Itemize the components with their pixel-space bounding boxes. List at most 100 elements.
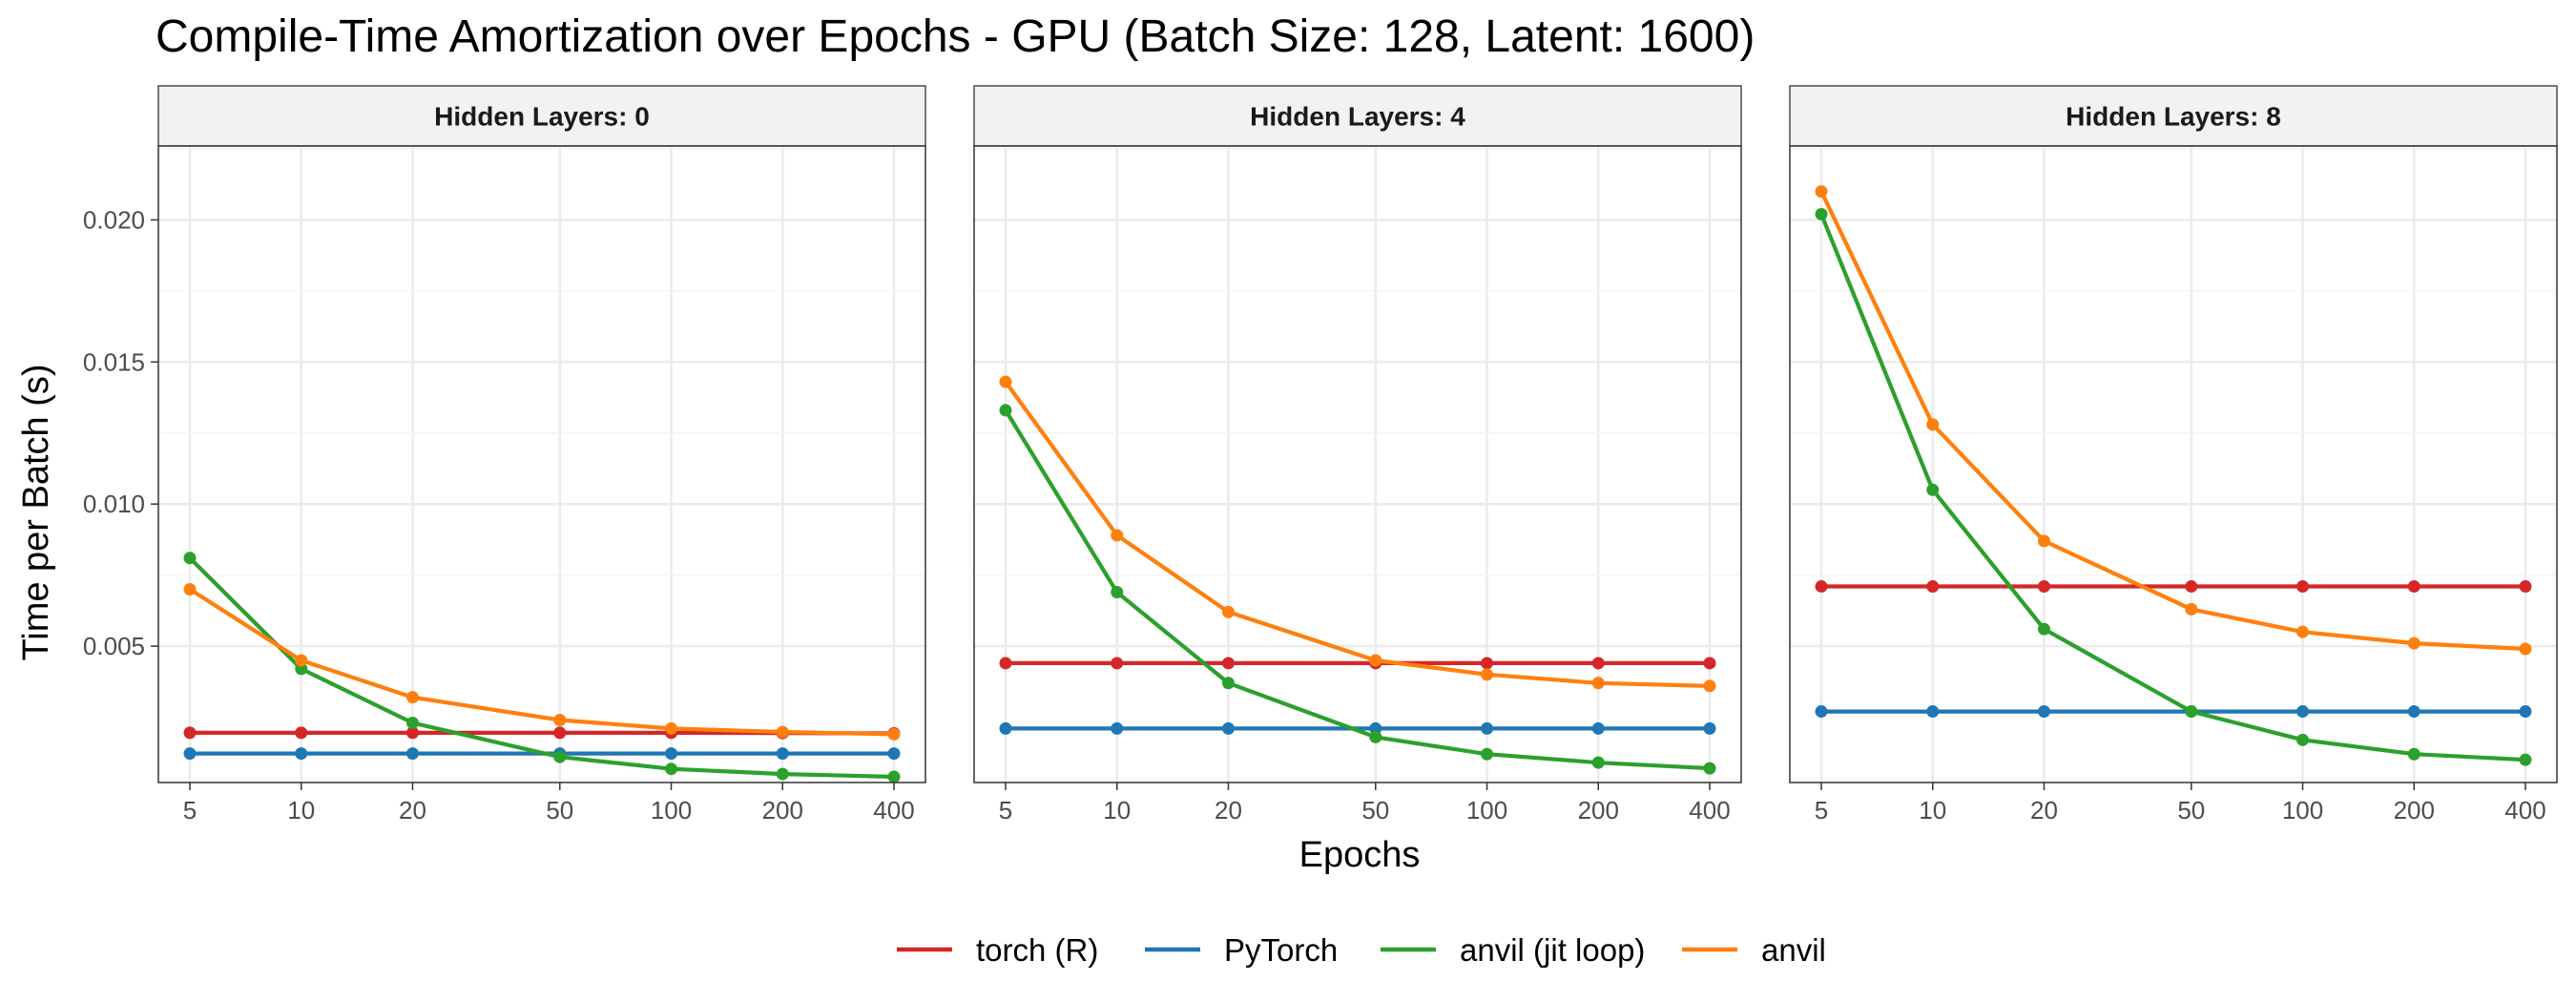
x-tick-label: 200 [1578,796,1619,825]
facet-strip-label: Hidden Layers: 0 [434,102,650,132]
y-axis-title: Time per Batch (s) [16,364,56,660]
data-point-pytorch [1703,721,1716,735]
data-point-pytorch [2296,705,2310,719]
data-point-anvil-jit-loop [1815,207,1828,220]
data-point-anvil-jit-loop [1369,730,1382,743]
data-point-anvil [2519,642,2532,656]
data-point-torch-r [1481,657,1494,670]
data-point-pytorch [1926,705,1940,719]
x-tick-label: 20 [1215,796,1242,825]
data-point-pytorch [2037,705,2050,719]
data-point-anvil-jit-loop [553,750,567,763]
facet-strip [1789,85,2558,147]
data-point-torch-r [2296,580,2310,594]
data-point-torch-r [183,726,197,740]
data-point-anvil-jit-loop [1481,747,1494,761]
legend-label-torch-r: torch (R) [976,932,1098,968]
y-tick-label: 0.010 [83,490,145,518]
x-tick-label: 50 [2177,796,2205,825]
plot-background [1790,146,2557,783]
x-tick-label: 100 [651,796,692,825]
data-point-anvil-jit-loop [2185,705,2198,719]
legend-item-pytorch: PyTorch [1145,932,1338,968]
data-point-anvil [295,654,308,667]
x-axis-title: Epochs [1299,835,1421,875]
data-point-torch-r [2185,580,2198,594]
data-point-anvil [776,725,789,739]
data-point-pytorch [665,747,678,761]
data-point-anvil-jit-loop [1703,762,1716,775]
x-tick-label: 10 [1919,796,1946,825]
data-point-anvil-jit-loop [1591,756,1605,769]
x-tick-label: 5 [999,796,1012,825]
data-point-torch-r [1703,657,1716,670]
data-point-anvil [553,713,567,726]
y-tick-label: 0.015 [83,347,145,376]
data-point-anvil-jit-loop [1221,677,1235,690]
plot-background [974,146,1741,783]
data-point-anvil-jit-loop [999,404,1012,417]
x-tick-label: 50 [546,796,573,825]
data-point-pytorch [1221,721,1235,735]
y-tick-label: 0.005 [83,632,145,660]
data-point-anvil-jit-loop [295,662,308,676]
data-point-pytorch [1815,705,1828,719]
legend-label-anvil-jit-loop: anvil (jit loop) [1460,932,1645,968]
panel-1: Hidden Layers: 0 5 10 20 50 100 200 400 0.005 0.0… [83,85,926,825]
data-point-pytorch [887,747,901,761]
data-point-pytorch [2407,705,2420,719]
x-tick-label: 5 [1815,796,1828,825]
data-point-torch-r [1591,657,1605,670]
legend-label-anvil: anvil [1761,932,1826,968]
data-point-anvil-jit-loop [1111,585,1124,598]
data-point-anvil [1111,529,1124,542]
x-tick-label: 50 [1361,796,1389,825]
facet-strip-label: Hidden Layers: 8 [2066,102,2281,132]
data-point-anvil [1926,418,1940,431]
data-point-anvil-jit-loop [2037,622,2050,636]
y-tick-label: 0.020 [83,205,145,234]
data-point-anvil [2037,534,2050,548]
facet-panels: Hidden Layers: 0 5 10 20 50 100 200 400 0.005 0.0… [83,85,2558,825]
x-tick-label: 400 [873,796,914,825]
data-point-anvil [183,583,197,596]
x-tick-label: 100 [1466,796,1507,825]
data-point-torch-r [1221,657,1235,670]
legend: torch (R) PyTorch anvil (jit loop) anvil [897,932,1826,968]
data-point-anvil [2296,625,2310,638]
data-point-anvil [887,727,901,741]
panel-border [157,145,926,783]
x-tick-label: 20 [399,796,426,825]
facet-strip [157,85,926,147]
panel-2: Hidden Layers: 4 5 10 20 50 100 200 400 [973,85,1742,825]
legend-item-anvil: anvil [1682,932,1826,968]
data-point-pytorch [1369,721,1382,735]
data-point-torch-r [553,726,567,740]
data-point-anvil-jit-loop [1926,483,1940,496]
chart-title: Compile-Time Amortization over Epochs - … [156,11,1755,62]
data-point-anvil-jit-loop [2519,753,2532,766]
data-point-torch-r [2407,580,2420,594]
data-point-torch-r [1926,580,1940,594]
data-point-torch-r [405,726,419,740]
panel-3: Hidden Layers: 8 5 10 20 50 100 200 400 [1789,85,2558,825]
data-point-anvil [1703,679,1716,693]
panel-border [973,145,1742,783]
data-point-anvil [1815,185,1828,198]
x-tick-label: 200 [2394,796,2435,825]
legend-item-torch-r: torch (R) [897,932,1098,968]
data-point-pytorch [776,747,789,761]
data-point-anvil-jit-loop [887,770,901,783]
legend-label-pytorch: PyTorch [1224,932,1338,968]
x-tick-label: 5 [183,796,197,825]
data-point-anvil [2185,602,2198,616]
data-point-pytorch [1591,721,1605,735]
facet-strip [973,85,1742,147]
data-point-anvil [405,691,419,704]
data-point-torch-r [295,726,308,740]
data-point-pytorch [183,747,197,761]
data-point-anvil [1591,677,1605,690]
data-point-pytorch [295,747,308,761]
x-tick-label: 200 [762,796,803,825]
